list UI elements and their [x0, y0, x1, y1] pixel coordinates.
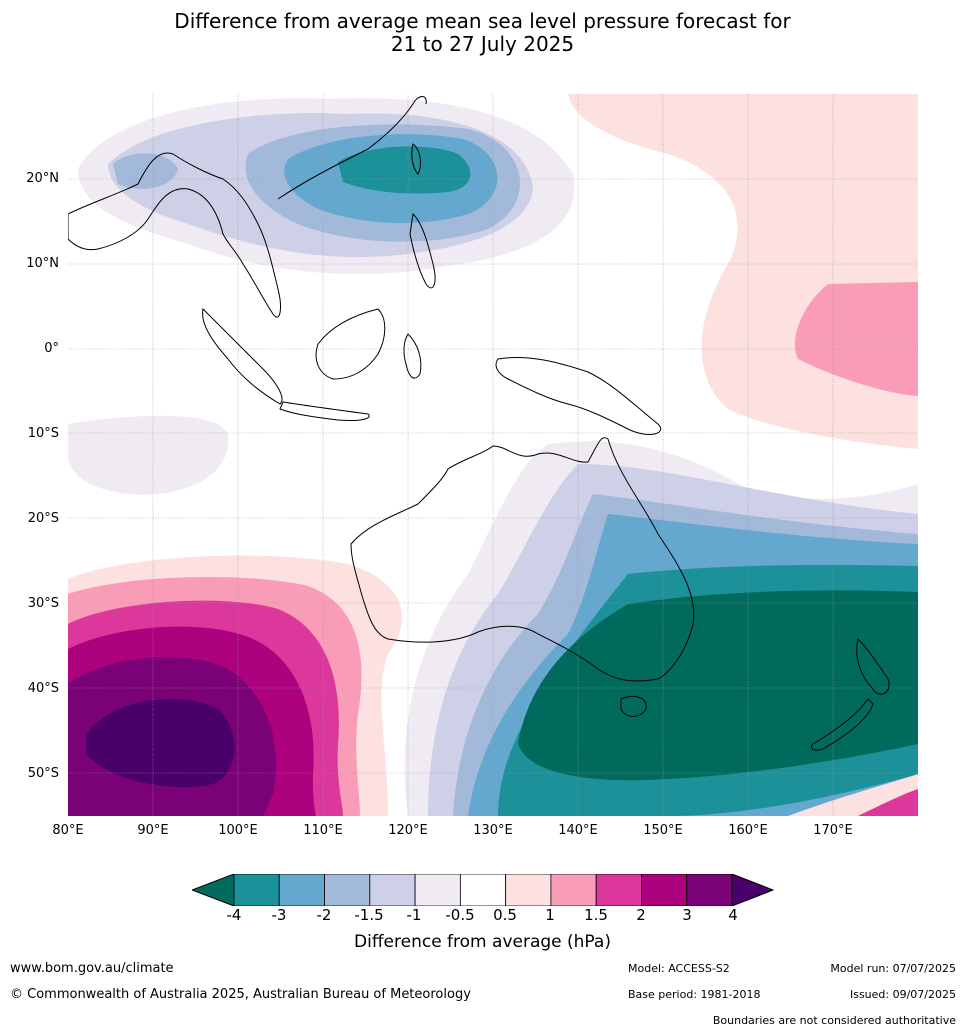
- colorbar-segment: [324, 874, 371, 906]
- colorbar-tick: -3: [271, 906, 287, 924]
- lat-label-20n: 20°N: [26, 171, 59, 186]
- colorbar-tick: -1: [406, 906, 422, 924]
- lat-label-40s: 40°S: [27, 681, 59, 696]
- website-link[interactable]: www.bom.gov.au/climate: [10, 961, 174, 976]
- map-canvas: [68, 94, 918, 816]
- pressure-anomaly-map: [68, 94, 918, 816]
- colorbar-segment: [459, 874, 507, 906]
- lon-label-170e: 170°E: [813, 823, 853, 838]
- graticule: [68, 94, 918, 816]
- colorbar-tick: -4: [226, 906, 242, 924]
- base-period: Base period: 1981-2018: [628, 988, 761, 1001]
- colorbar-segment: [414, 874, 461, 906]
- colorbar: [192, 874, 774, 906]
- colorbar-arrow-right: [731, 874, 774, 906]
- colorbar-segment: [505, 874, 552, 906]
- copyright-text: © Commonwealth of Australia 2025, Austra…: [10, 987, 471, 1002]
- lon-label-100e: 100°E: [218, 823, 258, 838]
- issued-date: Issued: 09/07/2025: [849, 988, 956, 1001]
- colorbar-tick: 1: [545, 906, 555, 924]
- lat-label-50s: 50°S: [27, 766, 59, 781]
- lat-label-10n: 10°N: [26, 256, 59, 271]
- colorbar-tick: -0.5: [445, 906, 475, 924]
- lon-label-120e: 120°E: [388, 823, 428, 838]
- pacific-high-anomaly: [568, 94, 918, 449]
- colorbar-segment: [278, 874, 325, 906]
- northern-low-anomaly: [78, 98, 575, 275]
- map-title: Difference from average mean sea level p…: [0, 10, 965, 56]
- lat-label-10s: 10°S: [27, 426, 59, 441]
- lon-label-90e: 90°E: [137, 823, 169, 838]
- coastlines: [68, 96, 890, 751]
- lon-label-110e: 110°E: [303, 823, 343, 838]
- southern-low-anomaly: [404, 441, 918, 816]
- colorbar-arrow-left: [192, 874, 235, 906]
- colorbar-segment: [369, 874, 416, 906]
- indian-ocean-patch: [68, 415, 229, 495]
- colorbar-tick: 1.5: [584, 906, 608, 924]
- colorbar-label: Difference from average (hPa): [354, 932, 611, 952]
- colorbar-segment: [595, 874, 642, 906]
- colorbar-tick: 0.5: [493, 906, 517, 924]
- lon-label-130e: 130°E: [473, 823, 513, 838]
- lat-label-0: 0°: [44, 341, 59, 356]
- lon-label-150e: 150°E: [643, 823, 683, 838]
- colorbar-segment: [233, 874, 280, 906]
- colorbar-tick: 4: [728, 906, 738, 924]
- lon-label-140e: 140°E: [558, 823, 598, 838]
- model-run-date: Model run: 07/07/2025: [830, 962, 956, 975]
- colorbar-tick: 2: [636, 906, 646, 924]
- colorbar-segment: [641, 874, 688, 906]
- model-name: Model: ACCESS-S2: [628, 962, 730, 975]
- colorbar-tick: -1.5: [354, 906, 384, 924]
- lat-label-20s: 20°S: [27, 511, 59, 526]
- colorbar-tick: 3: [682, 906, 692, 924]
- lon-label-80e: 80°E: [52, 823, 84, 838]
- title-line-2: 21 to 27 July 2025: [390, 32, 575, 56]
- colorbar-segment: [550, 874, 597, 906]
- boundaries-note: Boundaries are not considered authoritat…: [712, 1014, 956, 1027]
- colorbar-tick: -2: [316, 906, 332, 924]
- title-line-1: Difference from average mean sea level p…: [174, 9, 791, 33]
- colorbar-segment: [686, 874, 733, 906]
- lon-label-160e: 160°E: [728, 823, 768, 838]
- southern-high-anomaly: [68, 555, 403, 816]
- lat-label-30s: 30°S: [27, 596, 59, 611]
